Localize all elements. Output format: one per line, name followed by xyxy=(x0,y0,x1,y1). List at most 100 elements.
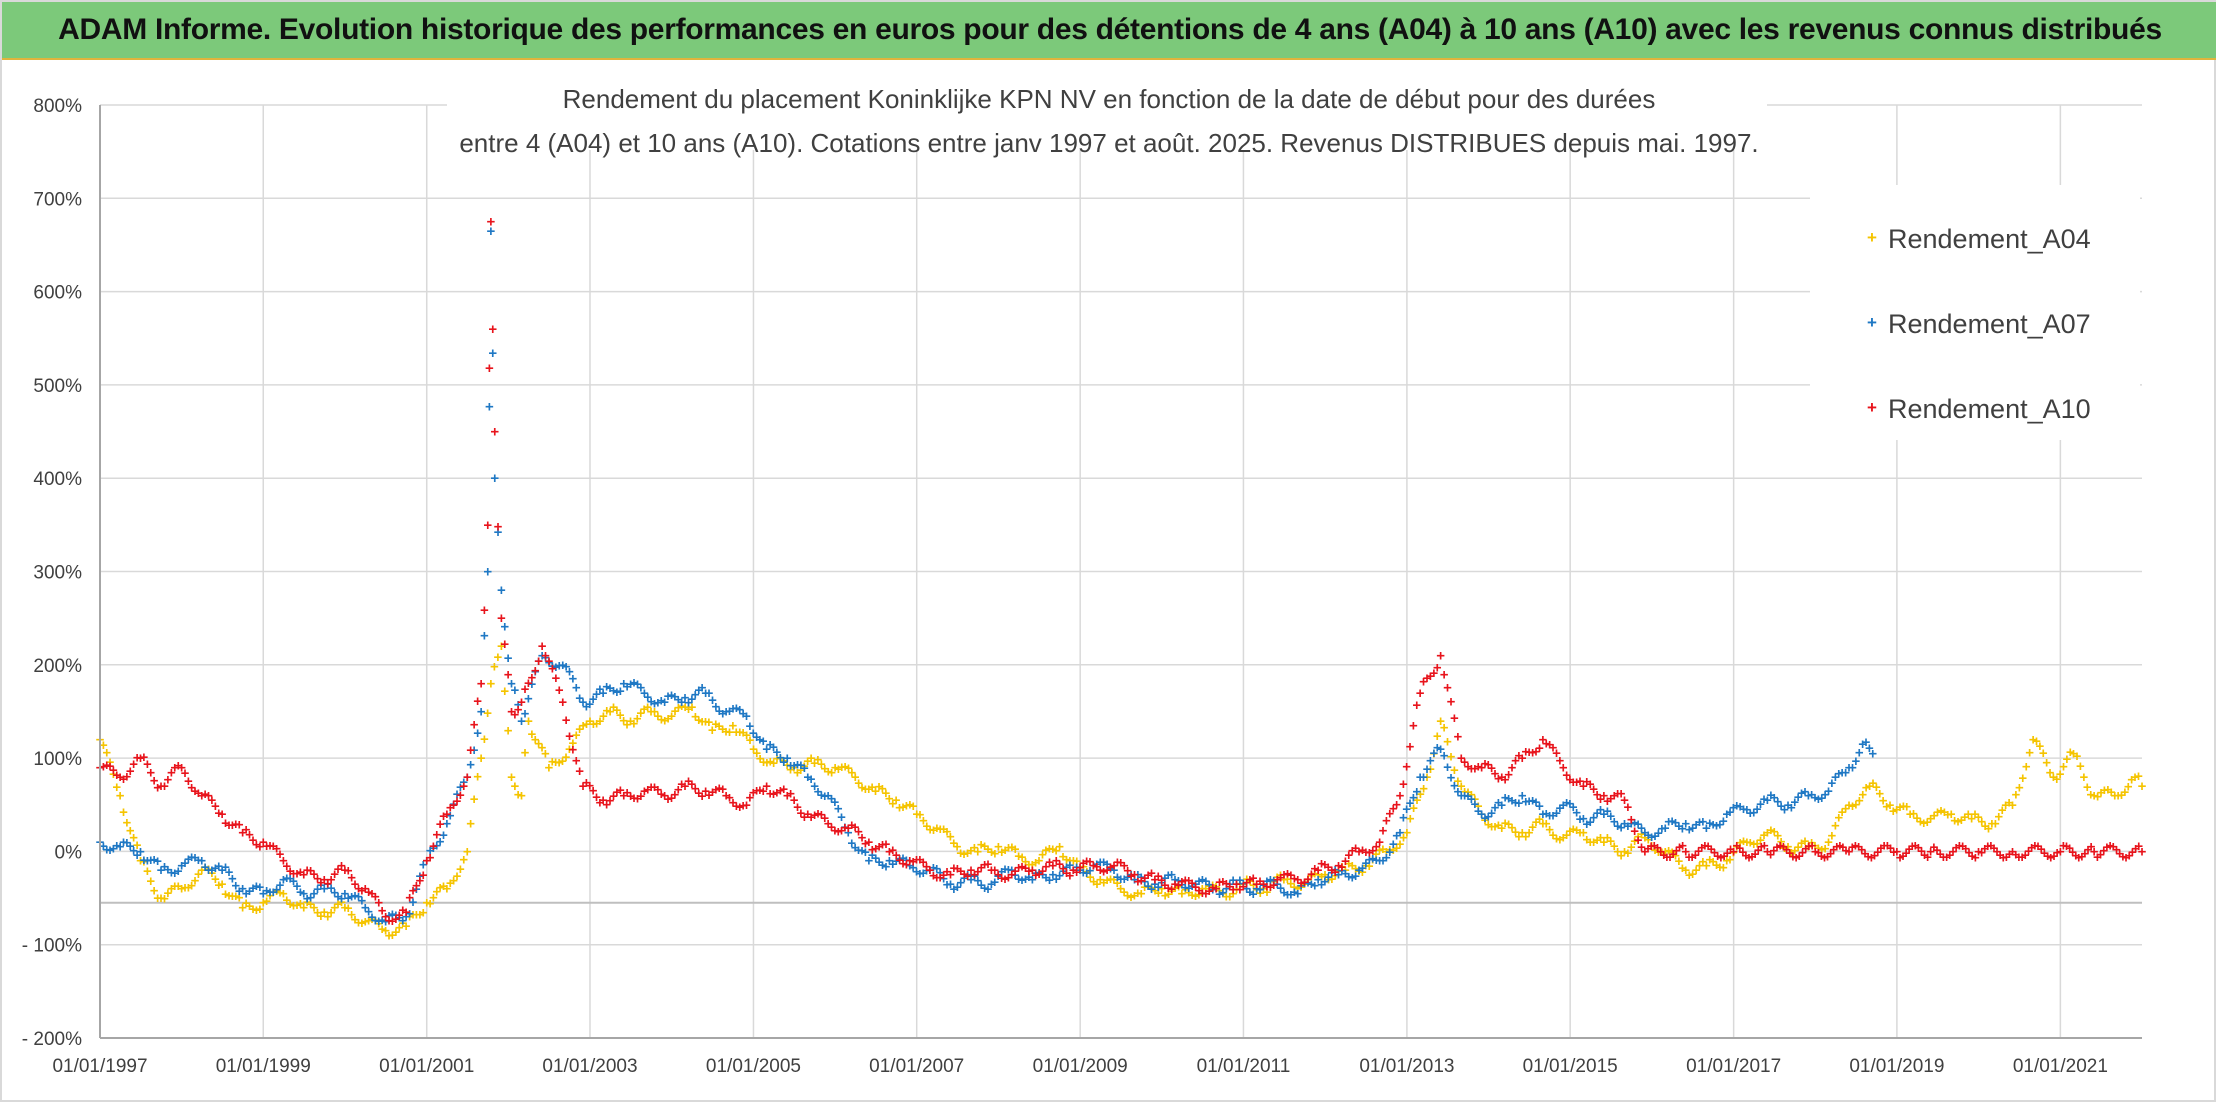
data-point: + xyxy=(1937,803,1946,820)
data-point: + xyxy=(1911,838,1920,855)
data-point: + xyxy=(1511,753,1520,770)
data-point: + xyxy=(1232,876,1241,893)
data-point: + xyxy=(1779,838,1788,855)
data-point: + xyxy=(681,689,690,706)
data-point: + xyxy=(378,903,387,920)
data-point: + xyxy=(1875,785,1884,802)
data-point: + xyxy=(1545,737,1554,754)
data-point: + xyxy=(654,782,663,799)
data-point: + xyxy=(463,769,472,786)
data-point: + xyxy=(221,886,230,903)
data-point: + xyxy=(1688,820,1697,837)
data-point: + xyxy=(1205,877,1214,894)
data-point: + xyxy=(1661,820,1670,837)
data-point: + xyxy=(313,870,322,887)
data-point: + xyxy=(1528,819,1537,836)
data-point: + xyxy=(1596,830,1605,847)
data-point: + xyxy=(181,855,190,872)
data-point: + xyxy=(565,663,574,680)
data-point: + xyxy=(936,869,945,886)
data-point: + xyxy=(1624,845,1633,862)
data-point: + xyxy=(1297,879,1306,896)
data-point: + xyxy=(249,880,258,897)
data-point: + xyxy=(2025,744,2034,761)
data-point: + xyxy=(1817,841,1826,858)
data-point: + xyxy=(1613,843,1622,860)
data-point: + xyxy=(739,724,748,741)
data-point: + xyxy=(551,659,560,676)
data-point: + xyxy=(1406,795,1415,812)
data-point: + xyxy=(946,867,955,884)
data-point: + xyxy=(1368,843,1377,860)
data-point: + xyxy=(1688,849,1697,866)
data-point: + xyxy=(204,788,213,805)
data-point: + xyxy=(126,838,135,855)
data-point: + xyxy=(1566,823,1575,840)
data-point: + xyxy=(1967,811,1976,828)
data-point: + xyxy=(426,896,435,913)
data-point: + xyxy=(718,721,727,738)
data-point: + xyxy=(1659,847,1668,864)
data-point: + xyxy=(1069,852,1078,869)
data-point: + xyxy=(919,854,928,871)
data-point: + xyxy=(1256,882,1265,899)
data-point: + xyxy=(786,786,795,803)
data-point: + xyxy=(2024,843,2033,860)
data-point: + xyxy=(562,749,571,766)
data-point: + xyxy=(589,783,598,800)
y-tick-label: 0% xyxy=(55,842,83,863)
data-point: + xyxy=(174,863,183,880)
data-point: + xyxy=(330,884,339,901)
data-point: + xyxy=(1919,815,1928,832)
data-point: + xyxy=(1001,871,1010,888)
data-point: + xyxy=(1722,806,1731,823)
data-point: + xyxy=(882,836,891,853)
data-point: + xyxy=(579,694,588,711)
data-point: + xyxy=(1392,840,1401,857)
data-point: + xyxy=(837,759,846,776)
data-point: + xyxy=(344,890,353,907)
data-point: + xyxy=(654,695,663,712)
data-point: + xyxy=(1127,889,1136,906)
data-point: + xyxy=(586,713,595,730)
data-point: + xyxy=(1640,829,1649,846)
data-point: + xyxy=(2046,765,2055,782)
data-point: + xyxy=(398,913,407,930)
data-point: + xyxy=(1059,863,1068,880)
data-point: + xyxy=(1661,843,1670,860)
data-point: + xyxy=(1419,769,1428,786)
data-point: + xyxy=(779,753,788,770)
data-point: + xyxy=(1423,670,1432,687)
data-point: + xyxy=(1858,736,1867,753)
data-point: + xyxy=(2093,788,2102,805)
data-point: + xyxy=(643,699,652,716)
data-point: + xyxy=(633,711,642,728)
data-point: + xyxy=(1443,734,1452,751)
data-point: + xyxy=(892,853,901,870)
data-point: + xyxy=(146,852,155,869)
data-point: + xyxy=(1151,882,1160,899)
data-point: + xyxy=(1851,837,1860,854)
data-point: + xyxy=(262,893,271,910)
legend-marker: + xyxy=(1867,313,1877,332)
data-point: + xyxy=(1348,842,1357,859)
data-point: + xyxy=(864,781,873,798)
data-point: + xyxy=(150,773,159,790)
data-point: + xyxy=(1501,815,1510,832)
data-point: + xyxy=(1858,787,1867,804)
data-point: + xyxy=(483,564,492,581)
data-point: + xyxy=(106,842,115,859)
data-point: + xyxy=(269,884,278,901)
data-point: + xyxy=(1586,834,1595,851)
data-point: + xyxy=(1637,820,1646,837)
data-point: + xyxy=(2114,787,2123,804)
data-point: + xyxy=(589,691,598,708)
data-point: + xyxy=(1140,873,1149,890)
legend-label: Rendement_A04 xyxy=(1888,224,2091,254)
data-point: + xyxy=(1426,761,1435,778)
data-point: + xyxy=(1691,847,1700,864)
data-point: + xyxy=(1280,871,1289,888)
data-point: + xyxy=(1287,867,1296,884)
data-point: + xyxy=(1644,827,1653,844)
data-point: + xyxy=(1355,863,1364,880)
